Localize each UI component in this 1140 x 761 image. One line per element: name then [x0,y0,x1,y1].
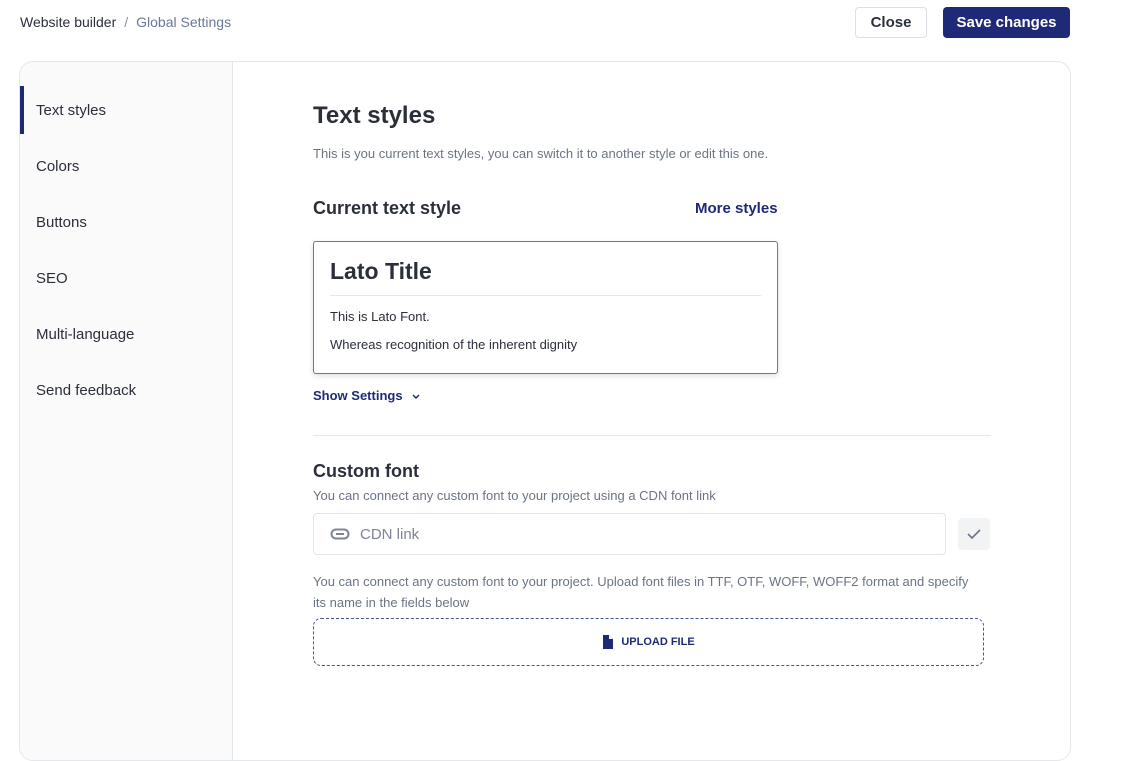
cdn-link-input[interactable]: CDN link [313,513,946,555]
breadcrumb-current: Global Settings [136,14,232,30]
chevron-down-icon [412,393,420,399]
cdn-link-placeholder: CDN link [360,525,420,543]
sidebar-item-text-styles[interactable]: Text styles [36,102,107,119]
sidebar-item-send-feedback[interactable]: Send feedback [36,382,137,399]
preview-line-2: Whereas recognition of the inherent dign… [330,337,578,352]
breadcrumb-root[interactable]: Website builder [20,14,117,30]
confirm-cdn-button[interactable] [958,518,990,550]
save-changes-button[interactable]: Save changes [943,7,1070,38]
custom-font-heading: Custom font [313,461,419,481]
sidebar-item-colors[interactable]: Colors [36,158,80,175]
sidebar-item-multi-language[interactable]: Multi-language [36,326,135,343]
close-button[interactable]: Close [855,7,927,38]
preview-title: Lato Title [330,242,761,296]
breadcrumb: Website builder / Global Settings [20,14,231,30]
sidebar: Text styles Colors Buttons SEO Multi-lan… [20,62,233,760]
page-title: Text styles [313,102,436,129]
current-style-heading: Current text style [313,198,462,218]
file-icon [603,635,614,649]
more-styles-link[interactable]: More styles [695,200,778,217]
upload-file-button[interactable]: UPLOAD FILE [313,618,984,666]
page-subtitle: This is you current text styles, you can… [313,146,769,161]
show-settings-toggle[interactable]: Show Settings [313,388,421,403]
sidebar-item-buttons[interactable]: Buttons [36,214,87,231]
upload-file-label: UPLOAD FILE [621,636,695,648]
text-style-preview[interactable]: Lato Title This is Lato Font. Whereas re… [313,241,778,374]
active-indicator [20,86,24,134]
breadcrumb-separator: / [124,14,129,30]
custom-font-description: You can connect any custom font to your … [313,488,716,503]
link-icon [330,528,350,540]
upload-description: You can connect any custom font to your … [313,574,969,610]
show-settings-label: Show Settings [313,388,403,403]
section-divider [313,435,991,436]
check-icon [967,529,981,540]
sidebar-item-seo[interactable]: SEO [36,270,68,287]
preview-line-1: This is Lato Font. [330,309,430,324]
settings-card: Text styles Colors Buttons SEO Multi-lan… [19,61,1071,761]
